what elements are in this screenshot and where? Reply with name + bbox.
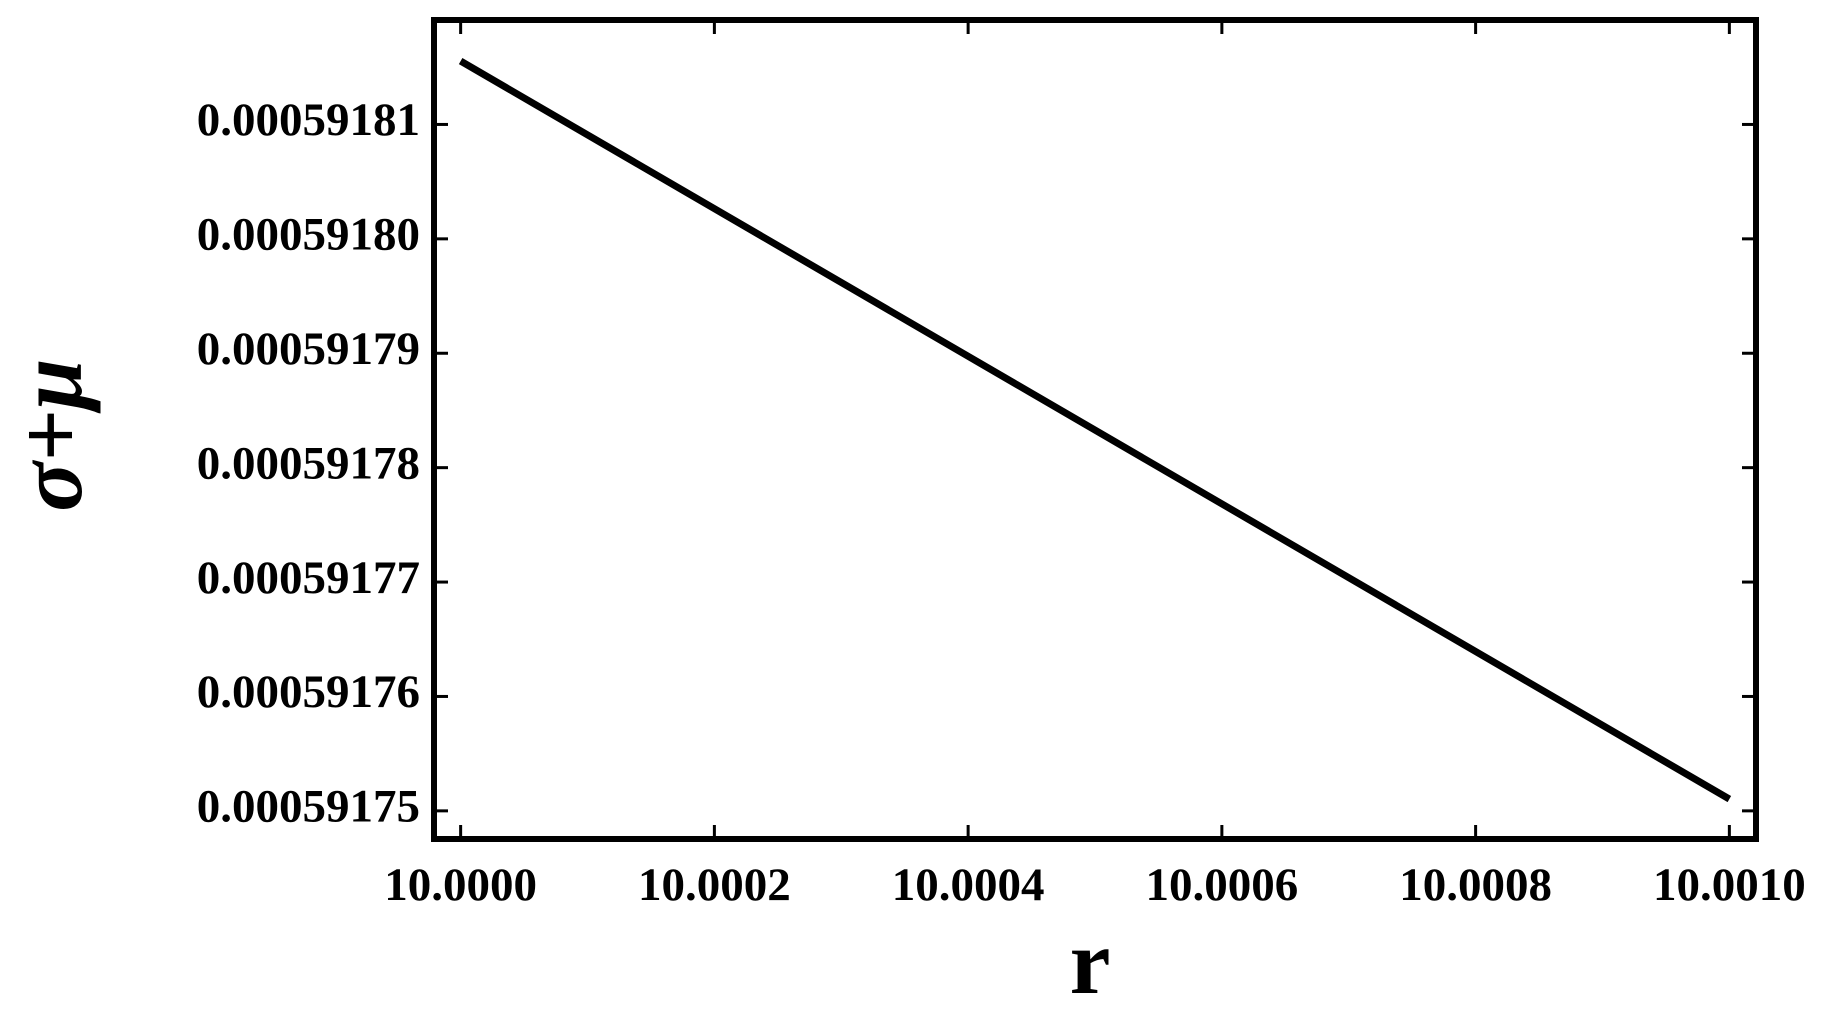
x-tick-label: 10.0008	[1399, 859, 1552, 911]
x-tick-label: 10.0010	[1653, 859, 1806, 911]
x-tick-label: 10.0000	[384, 859, 537, 911]
plot-frame	[431, 17, 1759, 842]
y-tick-label: 0.00059175	[197, 781, 420, 833]
y-tick-label: 0.00059178	[197, 437, 420, 489]
y-tick-label: 0.00059181	[197, 94, 420, 146]
y-axis-label: σ+μ	[0, 358, 101, 511]
x-tick-label: 10.0002	[638, 859, 791, 911]
x-tick-label: 10.0006	[1145, 859, 1298, 911]
y-tick-label: 0.00059177	[197, 552, 420, 604]
data-line	[458, 58, 1732, 803]
y-tick-label: 0.00059179	[197, 323, 420, 375]
x-axis-label: r	[1070, 911, 1111, 1011]
y-tick-label: 0.00059176	[197, 666, 420, 718]
x-tick-label: 10.0004	[892, 859, 1045, 911]
y-tick-label: 0.00059180	[197, 209, 420, 261]
